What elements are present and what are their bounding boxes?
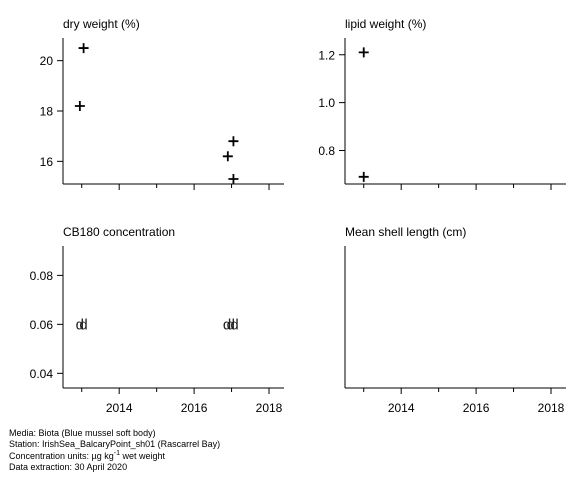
footer-extraction: Data extraction: 30 April 2020 — [9, 461, 128, 472]
panel-3-point-label: d — [223, 316, 231, 333]
footer-units-prefix: Concentration units: — [9, 451, 92, 461]
panel-1-point — [228, 136, 239, 147]
panel-1-y-tick-label: 16 — [40, 155, 54, 169]
panel-1-point — [74, 100, 85, 111]
footer-media: Media: Biota (Blue mussel soft body) — [9, 428, 156, 438]
footer-units: Concentration units: µg kg-1 wet weight — [9, 449, 220, 462]
figure: dry weight (%) 16 18 20 lipid weight (%) 0.8 1… — [30, 17, 566, 415]
panel-1-point — [222, 151, 233, 162]
panel-2-point — [358, 171, 369, 182]
panel-1-y-tick-label: 18 — [40, 105, 54, 119]
panel-3-title: CB180 concentration — [63, 225, 175, 239]
panel-3-y-tick-label: 0.08 — [30, 269, 54, 283]
footer-units-mu: µg kg — [91, 451, 114, 461]
panel-1-title: dry weight (%) — [63, 17, 140, 31]
panel-3-point-label: d — [76, 316, 84, 333]
panel-1-point — [228, 173, 239, 184]
panel-4-x-tick-label: 2018 — [538, 401, 565, 415]
panel-2-y-tick-label: 1.2 — [318, 48, 335, 62]
panel-2-y-tick-label: 0.8 — [318, 144, 335, 158]
panel-2-title: lipid weight (%) — [345, 17, 426, 31]
panel-1-point — [78, 43, 89, 54]
panel-3-point-label: d — [79, 316, 87, 333]
footer: Media: Biota (Blue mussel soft body) Sta… — [9, 428, 220, 472]
panel-3-point-label: d — [227, 316, 235, 333]
panel-1-y-tick-label: 20 — [40, 54, 54, 68]
panel-3-y-tick-label: 0.04 — [30, 367, 54, 381]
footer-units-exp: -1 — [113, 450, 120, 457]
footer-station: Station: IrishSea_BalcaryPoint_sh01 (Ras… — [9, 438, 221, 449]
panel-4-x-tick-label: 2016 — [463, 401, 490, 415]
panel-4-x-tick-label: 2014 — [388, 401, 415, 415]
footer-units-suffix: wet weight — [119, 451, 166, 461]
panel-3-x-tick-label: 2016 — [181, 401, 208, 415]
panel-2-y-tick-label: 1.0 — [318, 96, 335, 110]
panel-3-x-tick-label: 2014 — [106, 401, 133, 415]
panel-3-y-tick-label: 0.06 — [30, 318, 54, 332]
panel-2-point — [358, 47, 369, 58]
panel-3-x-tick-label: 2018 — [256, 401, 283, 415]
panel-3-point-label: d — [230, 316, 238, 333]
panel-4-title: Mean shell length (cm) — [345, 225, 466, 239]
